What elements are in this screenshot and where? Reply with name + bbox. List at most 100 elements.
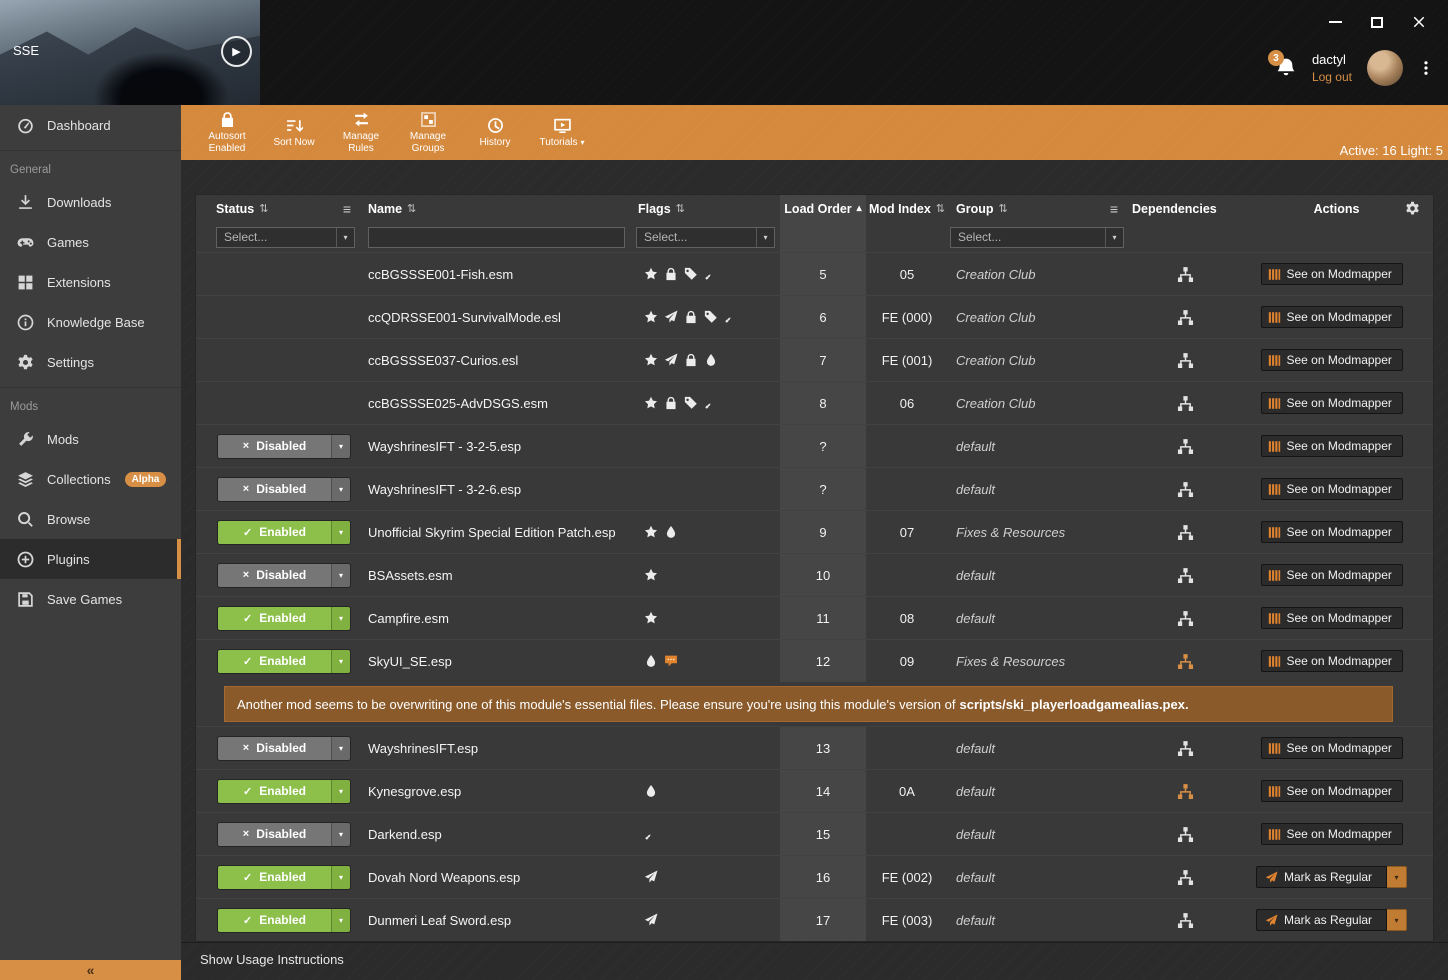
dependencies-icon[interactable] [1177,352,1194,369]
status-filter-select[interactable]: Select... ▾ [216,227,355,248]
status-toggle-button[interactable]: ✓Enabled▾ [218,521,350,544]
toolbar-manage-rules-button[interactable]: Manage Rules [332,111,390,155]
status-toggle-button[interactable]: ✓Enabled▾ [218,866,350,889]
status-dropdown-caret[interactable]: ▾ [331,866,350,889]
status-dropdown-caret[interactable]: ▾ [331,737,350,760]
mark-as-regular-button[interactable]: Mark as Regular [1256,866,1387,888]
see-on-modmapper-button[interactable]: See on Modmapper [1261,823,1403,845]
see-on-modmapper-button[interactable]: See on Modmapper [1261,780,1403,802]
see-on-modmapper-button[interactable]: See on Modmapper [1261,306,1403,328]
status-dropdown-caret[interactable]: ▾ [331,478,350,501]
status-toggle-button[interactable]: ✓Enabled▾ [218,607,350,630]
action-dropdown-caret[interactable]: ▾ [1387,866,1407,888]
dependencies-icon[interactable] [1177,869,1194,886]
avatar[interactable] [1367,50,1403,86]
status-dropdown-caret[interactable]: ▾ [331,909,350,932]
action-dropdown-caret[interactable]: ▾ [1387,909,1407,931]
toolbar-autosort-button[interactable]: Autosort Enabled [198,111,256,155]
dependencies-icon[interactable] [1177,309,1194,326]
column-options-icon[interactable]: ≡ [343,201,351,217]
dependencies-icon[interactable] [1177,266,1194,283]
status-toggle-button[interactable]: ×Disabled▾ [218,737,350,760]
status-dropdown-caret[interactable]: ▾ [331,435,350,458]
menu-kebab-icon[interactable] [1418,60,1434,76]
play-button[interactable]: ▶ [221,36,252,67]
sidebar-item-dashboard[interactable]: Dashboard [0,105,181,145]
toolbar-tutorials-button[interactable]: Tutorials▾ [533,117,591,149]
status-toggle-button[interactable]: ×Disabled▾ [218,478,350,501]
see-on-modmapper-button[interactable]: See on Modmapper [1261,392,1403,414]
minimize-button[interactable] [1326,13,1344,31]
status-dropdown-caret[interactable]: ▾ [331,780,350,803]
sidebar-item-plugins[interactable]: Plugins [0,539,181,579]
mark-as-regular-button[interactable]: Mark as Regular [1256,909,1387,931]
dependencies-icon[interactable] [1177,740,1194,757]
select-value: Select... [958,230,1001,244]
close-button[interactable] [1410,13,1428,31]
dependencies-icon[interactable] [1177,783,1194,800]
status-dropdown-caret[interactable]: ▾ [331,521,350,544]
sidebar-item-games[interactable]: Games [0,222,181,262]
flags-filter-select[interactable]: Select... ▾ [636,227,775,248]
action-label: See on Modmapper [1287,482,1392,496]
dependencies-icon[interactable] [1177,567,1194,584]
column-settings-button[interactable] [1405,201,1420,216]
sidebar-item-save-games[interactable]: Save Games [0,579,181,619]
toolbar-history-button[interactable]: History [466,117,524,149]
status-toggle-button[interactable]: ×Disabled▾ [218,435,350,458]
status-toggle-button[interactable]: ✓Enabled▾ [218,909,350,932]
dependencies-icon[interactable] [1177,395,1194,412]
dependencies-icon[interactable] [1177,438,1194,455]
sidebar-item-label: Extensions [47,275,111,290]
sidebar-item-downloads[interactable]: Downloads [0,182,181,222]
status-toggle-button[interactable]: ×Disabled▾ [218,823,350,846]
game-thumbnail[interactable]: SSE ▶ [0,0,260,105]
dependencies-icon[interactable] [1177,826,1194,843]
status-dropdown-caret[interactable]: ▾ [331,650,350,673]
see-on-modmapper-button[interactable]: See on Modmapper [1261,607,1403,629]
toolbar-sort-now-button[interactable]: Sort Now [265,117,323,149]
sidebar-item-mods[interactable]: Mods [0,419,181,459]
column-header-name[interactable]: Name ⇅ [356,195,636,222]
group-cell: Creation Club [948,296,1130,338]
see-on-modmapper-button[interactable]: See on Modmapper [1261,349,1403,371]
see-on-modmapper-button[interactable]: See on Modmapper [1261,478,1403,500]
dependencies-icon[interactable] [1177,610,1194,627]
notifications-button[interactable]: 3 [1275,57,1297,79]
sidebar-section-label: General [0,150,181,182]
status-dropdown-caret[interactable]: ▾ [331,823,350,846]
dependencies-icon[interactable] [1177,653,1194,670]
status-toggle-button[interactable]: ✓Enabled▾ [218,650,350,673]
column-header-flags[interactable]: Flags ⇅ [636,195,780,222]
show-usage-instructions[interactable]: Show Usage Instructions [181,942,1448,967]
see-on-modmapper-button[interactable]: See on Modmapper [1261,521,1403,543]
column-header-status[interactable]: Status ⇅ ≡ [196,195,356,222]
status-toggle-button[interactable]: ×Disabled▾ [218,564,350,587]
column-header-load-order[interactable]: Load Order ▴ [780,195,866,222]
status-dropdown-caret[interactable]: ▾ [331,564,350,587]
toolbar-manage-groups-button[interactable]: Manage Groups [399,111,457,155]
name-filter-input[interactable] [368,227,625,248]
sidebar-item-settings[interactable]: Settings [0,342,181,382]
see-on-modmapper-button[interactable]: See on Modmapper [1261,263,1403,285]
sidebar-item-browse[interactable]: Browse [0,499,181,539]
see-on-modmapper-button[interactable]: See on Modmapper [1261,564,1403,586]
dependencies-icon[interactable] [1177,912,1194,929]
dependencies-icon[interactable] [1177,524,1194,541]
column-header-group[interactable]: Group ⇅ ≡ [948,195,1130,222]
logout-link[interactable]: Log out [1312,70,1352,84]
see-on-modmapper-button[interactable]: See on Modmapper [1261,737,1403,759]
status-toggle-button[interactable]: ✓Enabled▾ [218,780,350,803]
sidebar-item-collections[interactable]: CollectionsAlpha [0,459,181,499]
status-dropdown-caret[interactable]: ▾ [331,607,350,630]
maximize-button[interactable] [1368,13,1386,31]
sidebar-item-extensions[interactable]: Extensions [0,262,181,302]
dependencies-icon[interactable] [1177,481,1194,498]
sidebar-item-knowledge-base[interactable]: Knowledge Base [0,302,181,342]
column-header-mod-index[interactable]: Mod Index ⇅ [866,195,948,222]
see-on-modmapper-button[interactable]: See on Modmapper [1261,650,1403,672]
group-filter-select[interactable]: Select... ▾ [950,227,1124,248]
sidebar-collapse-button[interactable]: « [0,960,181,980]
column-options-icon[interactable]: ≡ [1110,201,1118,217]
see-on-modmapper-button[interactable]: See on Modmapper [1261,435,1403,457]
